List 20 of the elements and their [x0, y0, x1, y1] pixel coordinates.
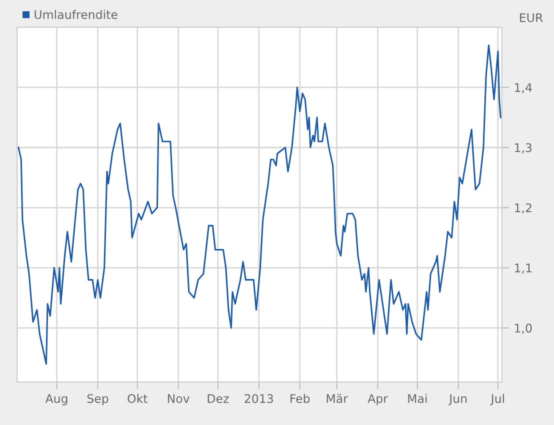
x-tick-label: Feb — [290, 394, 310, 404]
y-tick-label: 1,4 — [515, 83, 532, 94]
legend-label: Umlaufrendite — [34, 10, 118, 20]
x-tick-label: 2013 — [244, 394, 273, 404]
y-tick-label: 1,1 — [515, 264, 532, 274]
y-tick-label: 1,2 — [515, 203, 532, 214]
x-tick-label: Jun — [448, 394, 467, 406]
line-series — [18, 44, 502, 365]
y-axis-title: EUR — [520, 13, 543, 22]
x-tick-label: Mär — [326, 394, 348, 404]
x-tick-label: Sep — [87, 394, 108, 406]
x-tick-label: Dez — [208, 394, 229, 404]
y-tick-label: 1,3 — [515, 143, 532, 154]
x-tick-label: Nov — [168, 394, 190, 404]
x-tick-label: Jul — [490, 394, 504, 406]
x-tick-label: Apr — [368, 394, 388, 406]
x-tick-label: Aug — [45, 394, 68, 406]
x-tick-label: Mai — [408, 394, 427, 404]
y-tick-label: 1,0 — [515, 324, 532, 334]
x-tick-label: Okt — [128, 394, 148, 404]
